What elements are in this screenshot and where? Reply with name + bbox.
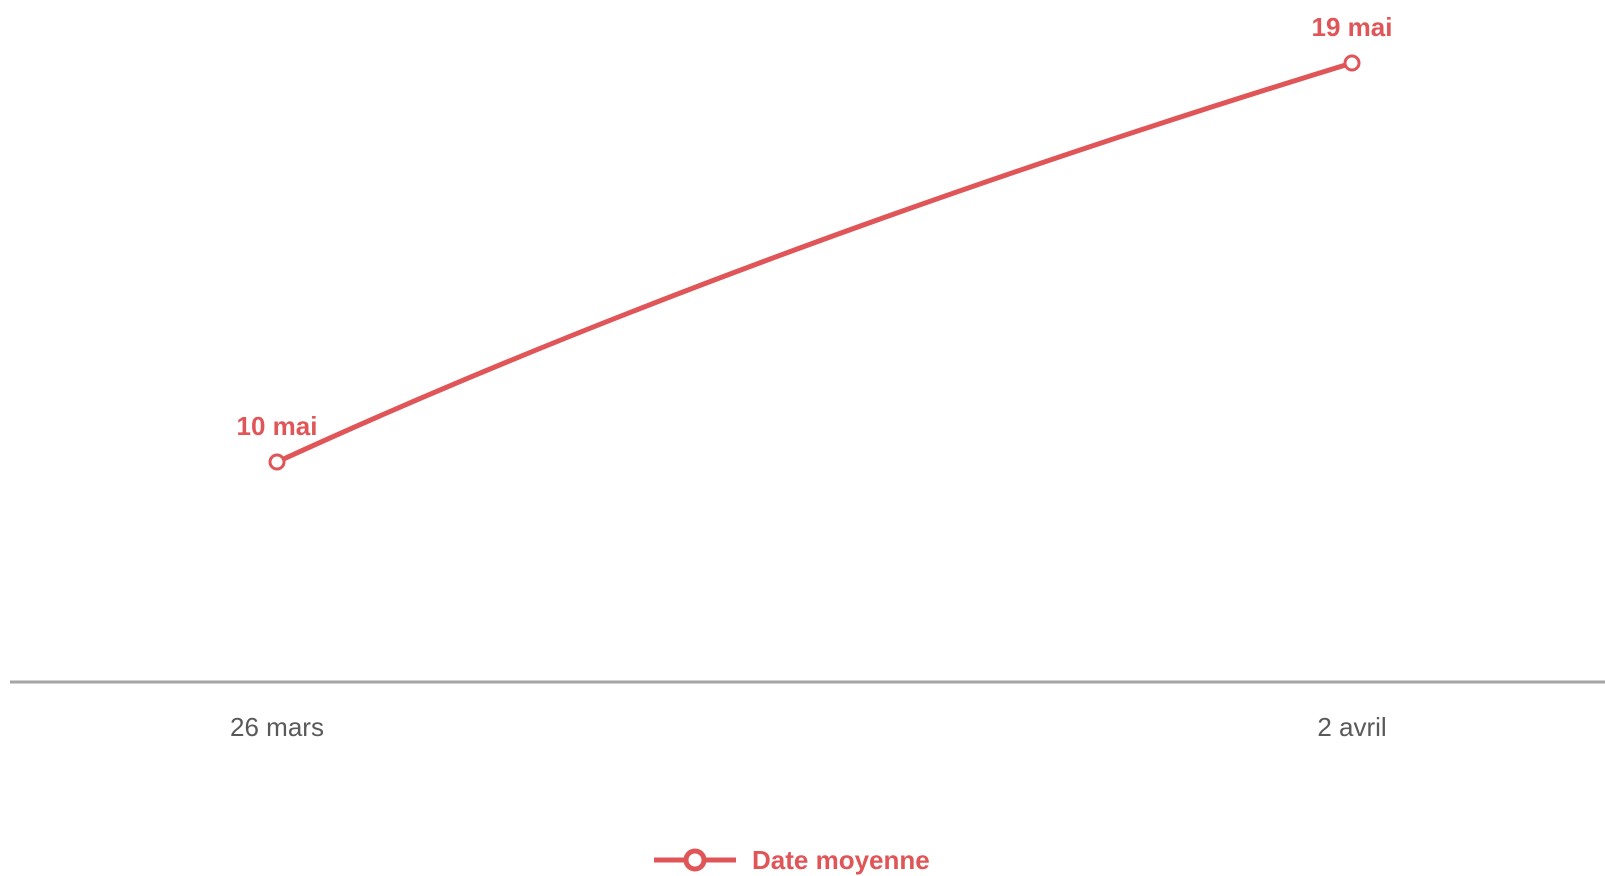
legend: Date moyenne xyxy=(654,845,930,875)
legend-circle-marker xyxy=(683,848,707,872)
series-layer xyxy=(268,54,1361,471)
data-labels: 10 mai 19 mai xyxy=(237,12,1393,441)
data-point-2 xyxy=(1343,54,1361,72)
data-point-1 xyxy=(268,453,286,471)
data-label: 10 mai xyxy=(237,411,318,441)
x-tick-label: 26 mars xyxy=(230,712,324,742)
legend-label: Date moyenne xyxy=(752,845,930,875)
x-tick-label: 2 avril xyxy=(1317,712,1386,742)
series-line-date-moyenne xyxy=(274,60,1355,465)
x-tick-labels: 26 mars 2 avril xyxy=(230,712,1387,742)
data-label: 19 mai xyxy=(1312,12,1393,42)
